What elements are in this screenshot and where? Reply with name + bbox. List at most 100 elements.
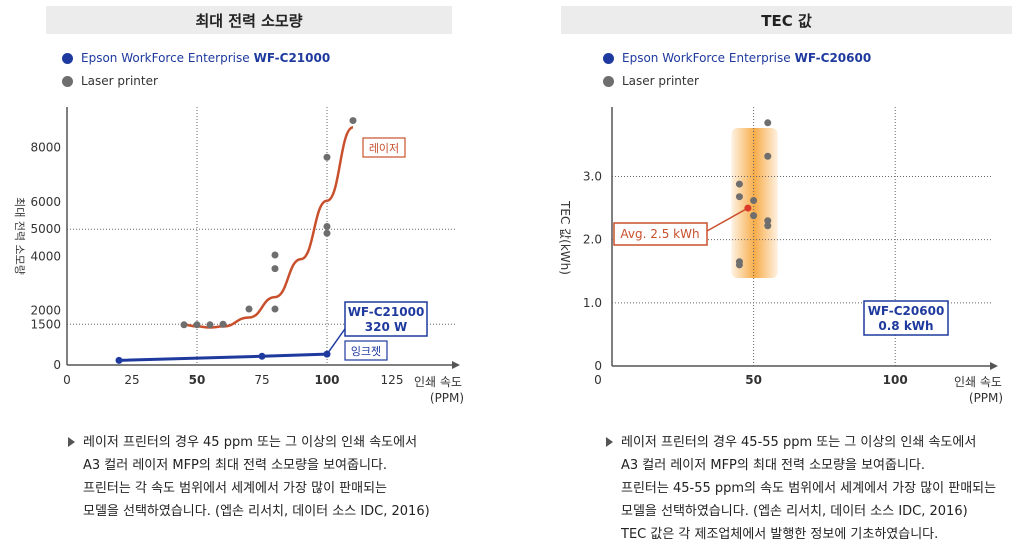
laser-data-point	[245, 305, 253, 313]
average-callout-box	[613, 222, 708, 246]
legend-item-laser-2: Laser printer	[603, 74, 699, 88]
legend-dot-epson	[62, 52, 73, 64]
legend-item-epson: Epson WorkForce Enterprise WF-C21000	[62, 51, 330, 65]
laser-data-point	[764, 152, 772, 160]
x-tick-label: 0	[63, 373, 71, 387]
y-axis-label: 최대 전력 소모량	[13, 197, 26, 275]
description-line: 프린터는 45-55 ppm의 속도 범위에서 세계에서 가장 많이 판매되는	[621, 481, 997, 496]
description-line: A3 컬러 레이저 MFP의 최대 전력 소모량을 보여줍니다.	[83, 458, 387, 473]
legend-label-epson: Epson WorkForce Enterprise	[81, 51, 250, 65]
inkjet-callout-box	[344, 340, 388, 361]
epson-line	[118, 352, 328, 362]
x-axis-arrow	[452, 361, 460, 369]
y-tick-label: 4000	[30, 249, 61, 263]
x-tick-label: 100	[883, 373, 908, 387]
legend-model-epson-2: WF-C20600	[794, 51, 872, 65]
x-axis-label: 인쇄 속도	[954, 375, 1002, 389]
model-callout-pointer	[326, 325, 348, 355]
x-tick-label: 25	[124, 373, 139, 387]
y-tick-label: 2.0	[583, 233, 602, 247]
legend-dot-laser-2	[603, 75, 614, 87]
average-point	[744, 204, 752, 212]
description-line: 모델을 선택하였습니다. (엡손 리서치, 데이터 소스 IDC, 2016)	[83, 504, 430, 519]
y-tick-label: 5000	[30, 222, 61, 236]
x-tick-label: 50	[745, 373, 762, 387]
laser-data-point	[206, 321, 214, 329]
legend-dot-laser	[62, 75, 73, 87]
model-callout-value: 0.8 kWh	[878, 319, 933, 333]
laser-callout-label: 레이저	[369, 142, 399, 155]
inkjet-callout-label: 잉크젯	[351, 345, 381, 358]
description-line: 모델을 선택하였습니다. (엡손 리서치, 데이터 소스 IDC, 2016)	[621, 504, 968, 519]
model-callout-box	[344, 301, 428, 337]
laser-data-point	[735, 261, 743, 269]
description-line: A3 컬러 레이저 MFP의 최대 전력 소모량을 보여줍니다.	[621, 458, 925, 473]
y-tick-label: 2000	[30, 304, 61, 318]
chart-title-tec: TEC 값	[561, 6, 1012, 34]
laser-callout-box	[362, 137, 406, 158]
laser-data-point	[219, 320, 227, 328]
model-callout-name: WF-C21000	[348, 305, 425, 319]
legend-label-epson-2: Epson WorkForce Enterprise	[622, 51, 791, 65]
legend-dot-epson-2	[603, 52, 614, 64]
legend-item-epson-2: Epson WorkForce Enterprise WF-C20600	[603, 51, 871, 65]
y-tick-label: 0	[53, 358, 61, 372]
description-text: 레이저 프린터의 경우 45 ppm 또는 그 이상의 인쇄 속도에서	[83, 435, 418, 450]
x-axis-label: 인쇄 속도	[414, 375, 462, 389]
chart-title-power: 최대 전력 소모량	[46, 6, 452, 34]
laser-data-point	[180, 321, 188, 329]
y-axis-label: TEC 값(kWh)	[558, 200, 572, 275]
x-tick-label: 125	[381, 373, 404, 387]
x-tick-label: 50	[189, 373, 206, 387]
laser-data-point	[271, 251, 279, 259]
bullet-icon	[68, 436, 75, 447]
y-tick-label: 1500	[30, 317, 61, 331]
description-tec: 레이저 프린터의 경우 45-55 ppm 또는 그 이상의 인쇄 속도에서 A…	[606, 431, 996, 546]
laser-data-point	[271, 265, 279, 273]
x-axis-label: (PPM)	[430, 391, 464, 405]
laser-data-point	[323, 229, 331, 237]
laser-data-point	[193, 321, 201, 329]
laser-data-point	[750, 212, 758, 220]
description-line: 레이저 프린터의 경우 45-55 ppm 또는 그 이상의 인쇄 속도에서	[606, 431, 996, 454]
bullet-icon	[606, 436, 613, 447]
laser-data-point	[735, 180, 743, 188]
y-tick-label: 6000	[30, 195, 61, 209]
epson-data-point	[258, 352, 266, 360]
laser-data-point	[323, 153, 331, 161]
laser-data-point	[735, 193, 743, 201]
x-tick-label: 75	[254, 373, 269, 387]
y-tick-label: 1.0	[583, 296, 602, 310]
model-callout-name: WF-C20600	[868, 304, 945, 318]
laser-trend-line	[183, 126, 354, 329]
average-callout-label: Avg. 2.5 kWh	[620, 227, 699, 241]
y-tick-label: 8000	[30, 141, 61, 155]
y-tick-label: 3.0	[583, 169, 602, 183]
y-tick-label: 0	[594, 359, 602, 373]
description-text: 레이저 프린터의 경우 45-55 ppm 또는 그 이상의 인쇄 속도에서	[621, 435, 977, 450]
description-line: 레이저 프린터의 경우 45 ppm 또는 그 이상의 인쇄 속도에서	[68, 431, 430, 454]
laser-data-point	[764, 217, 772, 225]
x-axis-label: (PPM)	[969, 391, 1003, 405]
laser-data-point	[271, 305, 279, 313]
x-tick-label: 100	[314, 373, 339, 387]
laser-data-point	[750, 196, 758, 204]
legend-item-laser: Laser printer	[62, 74, 158, 88]
description-line: 프린터는 각 속도 범위에서 세계에서 가장 많이 판매되는	[83, 481, 388, 496]
model-callout-value: 320 W	[365, 320, 407, 334]
legend-label-laser-2: Laser printer	[622, 74, 699, 88]
x-axis-arrow	[990, 362, 998, 370]
description-line: TEC 값은 각 제조업체에서 발행한 정보에 기초하였습니다.	[621, 527, 939, 542]
laser-data-point	[764, 119, 772, 127]
legend-label-laser: Laser printer	[81, 74, 158, 88]
laser-data-point	[323, 222, 331, 230]
epson-data-point	[115, 356, 123, 364]
laser-data-point	[764, 222, 772, 230]
average-pointer	[706, 207, 749, 232]
x-tick-label: 0	[594, 373, 602, 387]
model-callout-box	[863, 300, 949, 336]
laser-data-point	[349, 117, 357, 125]
description-power: 레이저 프린터의 경우 45 ppm 또는 그 이상의 인쇄 속도에서 A3 컬…	[68, 431, 430, 523]
legend-model-epson: WF-C21000	[253, 51, 331, 65]
